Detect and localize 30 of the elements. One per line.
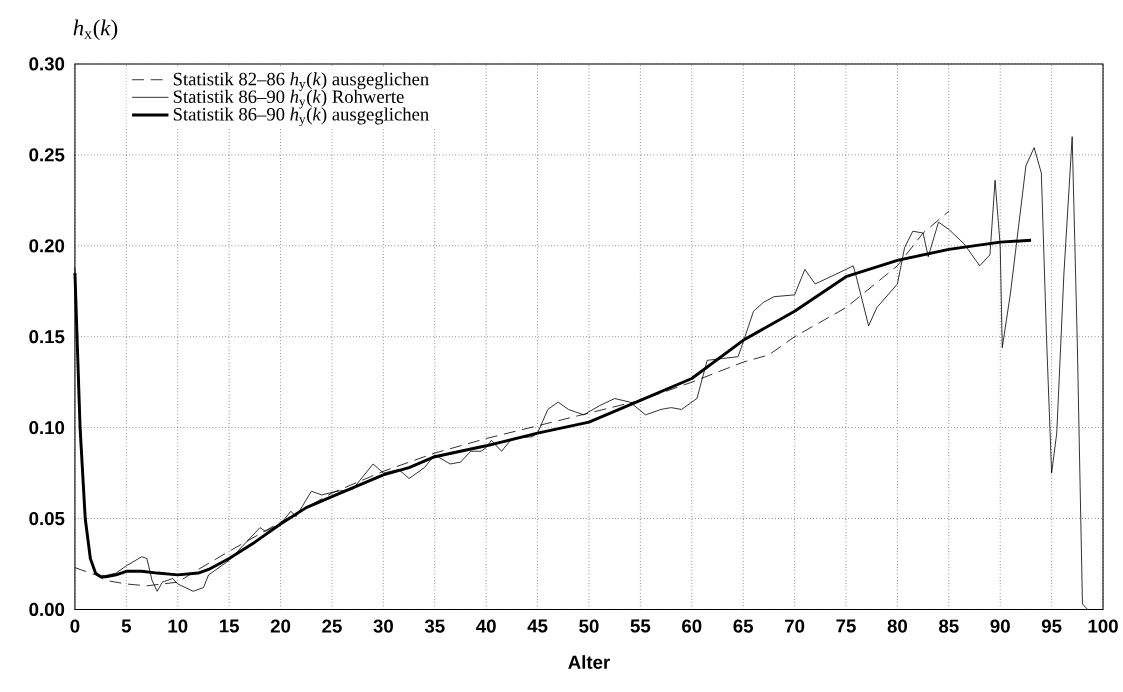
y-tick-label: 0.10 — [29, 420, 65, 435]
y-tick-label: 0.05 — [29, 511, 65, 525]
x-tick-label: 60 — [682, 619, 702, 633]
y-tick-label: 0.25 — [29, 148, 65, 162]
x-tick-label: 0 — [70, 619, 80, 633]
x-tick-label: 15 — [219, 619, 239, 633]
y-tick-label: 0.15 — [29, 329, 65, 344]
x-tick-label: 35 — [424, 619, 445, 633]
x-tick-label: 100 — [1088, 619, 1118, 633]
x-tick-label: 45 — [527, 619, 548, 633]
y-tick-label: 0.00 — [29, 602, 65, 616]
y-axis-title: h$_{x}$(k) — [73, 19, 118, 40]
x-tick-label: 30 — [373, 619, 393, 633]
x-axis-title: Alter — [568, 654, 610, 669]
y-tick-label: 0.20 — [29, 238, 65, 253]
x-tick-label: 10 — [168, 619, 188, 633]
x-tick-label: 95 — [1041, 619, 1062, 633]
x-tick-label: 80 — [887, 619, 908, 633]
x-tick-label: 5 — [121, 619, 132, 633]
x-tick-label: 85 — [939, 619, 959, 633]
x-tick-label: 55 — [630, 619, 651, 633]
x-tick-label: 70 — [785, 619, 805, 633]
y-tick-label: 0.30 — [29, 57, 65, 71]
x-tick-label: 75 — [836, 619, 856, 633]
x-tick-label: 25 — [322, 619, 342, 633]
x-tick-label: 50 — [579, 619, 599, 633]
x-tick-label: 20 — [270, 619, 291, 633]
x-tick-label: 40 — [476, 619, 496, 633]
x-tick-label: 65 — [733, 619, 754, 633]
x-tick-label: 90 — [990, 619, 1010, 633]
